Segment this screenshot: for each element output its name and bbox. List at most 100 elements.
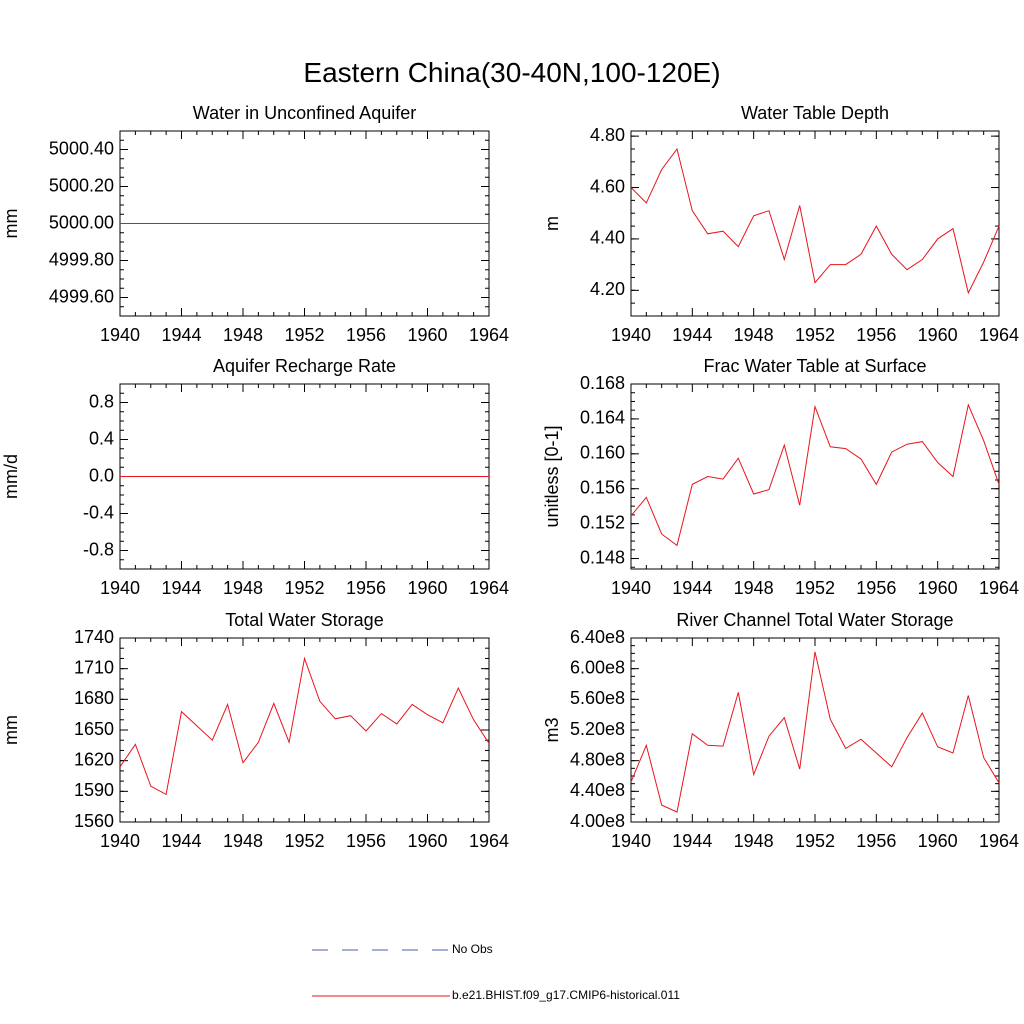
figure-title: Eastern China(30-40N,100-120E)	[303, 57, 720, 88]
y-tick-label: 0.4	[89, 428, 114, 448]
legend: No Obs b.e21.BHIST.f09_g17.CMIP6-historic…	[312, 942, 680, 1002]
x-tick-label: 1948	[734, 325, 774, 345]
y-tick-label: 0.160	[580, 443, 625, 463]
y-tick-label: 4.40e8	[570, 780, 625, 800]
x-tick-label: 1960	[918, 578, 958, 598]
plot-frame	[630, 130, 1000, 317]
x-tick-label: 1964	[469, 578, 509, 598]
legend-label: No Obs	[452, 942, 493, 956]
y-tick-label: 1740	[74, 627, 114, 647]
y-tick-label: 6.40e8	[570, 627, 625, 647]
x-tick-label: 1952	[795, 325, 835, 345]
y-tick-label: 0.152	[580, 512, 625, 532]
x-tick-label: 1956	[856, 578, 896, 598]
x-tick-label: 1956	[856, 831, 896, 851]
y-tick-label: -0.4	[83, 502, 114, 522]
panel-title: River Channel Total Water Storage	[676, 610, 953, 630]
y-tick-label: 4.80	[590, 125, 625, 145]
panel-title: Water in Unconfined Aquifer	[193, 103, 416, 123]
y-tick-label: 0.168	[580, 373, 625, 393]
y-tick-label: 0.164	[580, 408, 625, 428]
x-tick-label: 1952	[284, 831, 324, 851]
x-tick-label: 1940	[100, 831, 140, 851]
panel-6: River Channel Total Water Storage m3 1940 1…	[542, 610, 1019, 851]
y-tick-label: 0.156	[580, 477, 625, 497]
panel-2: Water Table Depth m 1940 1944 1948 1952 1956 19…	[542, 103, 1019, 345]
x-tick-label: 1960	[407, 325, 447, 345]
y-axis-label: m	[542, 216, 562, 231]
y-tick-label: -0.8	[83, 539, 114, 559]
x-tick-label: 1940	[611, 325, 651, 345]
x-tick-label: 1944	[161, 325, 201, 345]
x-tick-label: 1956	[346, 325, 386, 345]
panel-1: Water in Unconfined Aquifer mm 1940 1944 194…	[1, 103, 509, 345]
panel-title: Frac Water Table at Surface	[703, 356, 926, 376]
series-line	[119, 656, 490, 796]
x-tick-label: 1956	[856, 325, 896, 345]
panel-5: Total Water Storage mm 1940 1944 1948 1952 195…	[1, 610, 509, 851]
x-tick-label: 1960	[407, 578, 447, 598]
series-line	[630, 651, 1000, 813]
y-tick-label: 4.00e8	[570, 811, 625, 831]
y-tick-label: 6.00e8	[570, 657, 625, 677]
x-tick-label: 1964	[979, 831, 1019, 851]
x-tick-label: 1944	[161, 831, 201, 851]
x-tick-label: 1944	[672, 325, 712, 345]
y-tick-label: 5000.40	[49, 138, 114, 158]
x-tick-label: 1944	[672, 831, 712, 851]
y-tick-label: 4999.80	[49, 249, 114, 269]
panel-3: Aquifer Recharge Rate mm/d 1940 1944 1948 195…	[1, 356, 509, 598]
panel-4: Frac Water Table at Surface unitless [0-1…	[542, 356, 1019, 598]
y-tick-label: 5.20e8	[570, 719, 625, 739]
y-tick-label: 1560	[74, 811, 114, 831]
y-tick-label: 4.60	[590, 176, 625, 196]
y-axis-label: mm/d	[1, 454, 21, 499]
plot-frame	[630, 637, 1000, 823]
x-tick-label: 1964	[979, 325, 1019, 345]
x-tick-label: 1960	[918, 831, 958, 851]
y-tick-label: 0.0	[89, 465, 114, 485]
y-tick-label: 4.20	[590, 279, 625, 299]
x-tick-label: 1952	[795, 578, 835, 598]
x-tick-label: 1964	[469, 831, 509, 851]
plot-frame	[630, 383, 1000, 570]
y-tick-label: 0.148	[580, 547, 625, 567]
legend-label: b.e21.BHIST.f09_g17.CMIP6-historical.011	[452, 988, 680, 1002]
series-line	[630, 147, 1000, 295]
x-tick-label: 1948	[223, 578, 263, 598]
y-axis-label: unitless [0-1]	[542, 425, 562, 527]
y-tick-label: 1650	[74, 719, 114, 739]
plot-frame	[119, 637, 490, 823]
x-tick-label: 1956	[346, 831, 386, 851]
x-tick-label: 1940	[100, 325, 140, 345]
x-tick-label: 1948	[223, 831, 263, 851]
x-tick-label: 1940	[611, 831, 651, 851]
panel-title: Aquifer Recharge Rate	[213, 356, 396, 376]
x-tick-label: 1948	[734, 578, 774, 598]
panel-title: Water Table Depth	[741, 103, 889, 123]
x-tick-label: 1952	[284, 325, 324, 345]
y-tick-label: 5000.20	[49, 175, 114, 195]
y-tick-label: 5.60e8	[570, 688, 625, 708]
y-tick-label: 1680	[74, 688, 114, 708]
panel-title: Total Water Storage	[225, 610, 383, 630]
y-axis-label: m3	[542, 717, 562, 742]
y-tick-label: 4.40	[590, 228, 625, 248]
x-tick-label: 1948	[734, 831, 774, 851]
x-tick-label: 1960	[407, 831, 447, 851]
y-tick-label: 4999.60	[49, 286, 114, 306]
x-tick-label: 1952	[284, 578, 324, 598]
y-axis-label: mm	[1, 209, 21, 239]
y-tick-label: 0.8	[89, 391, 114, 411]
x-tick-label: 1944	[672, 578, 712, 598]
panels: Water in Unconfined Aquifer mm 1940 1944 194…	[1, 103, 1019, 851]
y-tick-label: 4.80e8	[570, 749, 625, 769]
x-tick-label: 1960	[918, 325, 958, 345]
x-tick-label: 1964	[469, 325, 509, 345]
y-tick-label: 1620	[74, 749, 114, 769]
y-tick-label: 5000.00	[49, 212, 114, 232]
x-tick-label: 1940	[611, 578, 651, 598]
x-tick-label: 1964	[979, 578, 1019, 598]
series-line	[630, 403, 1000, 547]
